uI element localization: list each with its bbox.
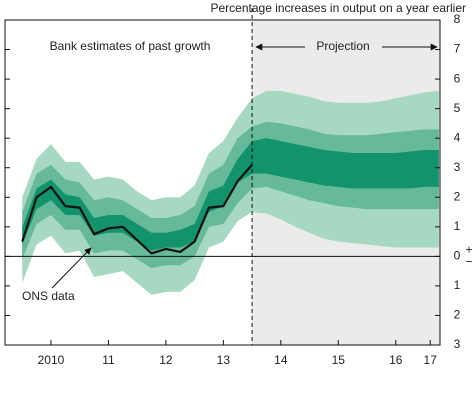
y-tick-label: 2	[454, 189, 461, 203]
x-tick-label: 14	[274, 353, 288, 367]
projection-label: Projection	[316, 39, 369, 53]
past-label: Bank estimates of past growth	[50, 39, 211, 53]
plot-frame	[4, 19, 441, 346]
y-tick-label: 1	[454, 219, 461, 233]
ons-label: ONS data	[22, 289, 75, 303]
chart-title: Percentage increases in output on a year…	[211, 1, 467, 15]
y-tick-label: 8	[454, 12, 461, 26]
x-tick-label: 16	[389, 353, 403, 367]
y-sign-label: +	[465, 243, 472, 257]
y-tick-label: 0	[454, 249, 461, 263]
x-tick-label: 17	[424, 353, 438, 367]
y-tick-label: 7	[454, 42, 461, 56]
fan-band	[22, 138, 439, 251]
x-tick-label: 2010	[38, 353, 65, 367]
x-tick-label: 15	[332, 353, 346, 367]
y-tick-label: 3	[454, 160, 461, 174]
x-tick-label: 12	[159, 353, 173, 367]
y-sign-label: −	[465, 255, 472, 269]
y-tick-label: 2	[454, 308, 461, 322]
y-tick-label: 6	[454, 71, 461, 85]
y-tick-label: 3	[454, 337, 461, 351]
x-tick-label: 11	[102, 353, 115, 367]
arrow	[51, 247, 92, 289]
y-tick-label: 1	[454, 278, 461, 292]
y-tick-label: 4	[454, 130, 461, 144]
x-tick-label: 13	[217, 353, 231, 367]
ons-line	[21, 164, 253, 255]
y-tick-label: 5	[454, 101, 461, 115]
